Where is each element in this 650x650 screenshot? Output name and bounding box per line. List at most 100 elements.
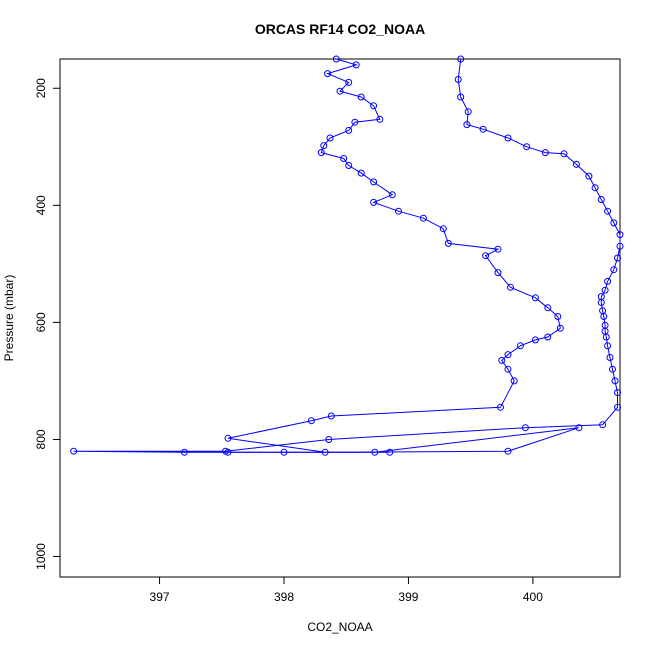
data-point	[326, 134, 334, 142]
data-point	[444, 239, 452, 247]
data-point	[345, 126, 353, 134]
data-point	[352, 61, 360, 69]
data-marks	[70, 55, 624, 456]
data-point	[591, 184, 599, 192]
data-point	[544, 333, 552, 341]
data-point	[320, 142, 328, 150]
data-point	[224, 434, 232, 442]
data-point	[516, 342, 524, 350]
data-point	[325, 436, 333, 443]
y-tick-label: 600	[34, 312, 48, 332]
data-point	[609, 365, 616, 373]
data-point	[560, 150, 568, 158]
x-tick-label: 400	[523, 590, 543, 604]
data-point	[388, 191, 396, 199]
data-point	[597, 299, 605, 306]
data-point	[510, 377, 518, 385]
data-point	[395, 207, 402, 215]
data-point	[572, 160, 580, 168]
data-point	[504, 351, 512, 359]
data-point	[504, 447, 512, 455]
data-point	[604, 342, 612, 350]
x-axis: 397 398 399 400	[150, 576, 543, 604]
data-point	[554, 313, 562, 320]
data-point	[531, 294, 539, 302]
data-point	[457, 55, 465, 63]
data-point	[224, 448, 232, 456]
data-point	[419, 214, 427, 222]
data-point	[180, 448, 188, 456]
data-point	[336, 87, 344, 95]
data-point	[371, 448, 379, 456]
y-axis: 200 400 600 800 1000	[34, 78, 61, 570]
data-point	[345, 162, 353, 169]
x-tick-label: 398	[274, 590, 294, 604]
data-point	[327, 412, 335, 420]
data-point	[357, 93, 365, 101]
data-point	[602, 333, 610, 341]
data-point	[498, 356, 506, 364]
data-point	[606, 354, 614, 361]
data-point	[357, 169, 365, 177]
data-point	[457, 93, 465, 101]
data-point	[340, 155, 348, 162]
y-tick-label: 1000	[34, 543, 48, 570]
data-point	[610, 266, 618, 274]
data-point	[521, 424, 529, 432]
series-line	[73, 58, 621, 453]
data-point	[376, 115, 384, 123]
data-point	[507, 283, 514, 291]
data-point	[321, 448, 329, 456]
data-point	[604, 277, 612, 285]
data-point	[464, 108, 472, 116]
data-point	[601, 286, 609, 294]
data-point	[317, 149, 325, 157]
plot-frame	[59, 58, 621, 578]
data-point	[610, 219, 618, 227]
data-point	[611, 377, 619, 385]
data-point	[604, 207, 612, 215]
data-point	[616, 242, 624, 250]
y-tick-label: 400	[34, 195, 48, 215]
data-point	[523, 143, 531, 151]
data-point	[614, 403, 621, 411]
data-point	[332, 55, 340, 63]
y-tick-label: 800	[34, 429, 48, 449]
data-point	[70, 447, 78, 455]
data-point	[541, 149, 549, 157]
data-point	[463, 121, 471, 129]
data-point	[497, 403, 504, 411]
data-point	[370, 198, 378, 206]
data-point	[544, 304, 552, 312]
data-point	[585, 172, 593, 180]
data-point	[504, 134, 512, 142]
data-point	[614, 254, 621, 262]
data-point	[307, 417, 315, 425]
y-tick-label: 200	[34, 78, 48, 98]
data-point	[575, 424, 583, 432]
data-point	[370, 178, 378, 186]
data-point	[351, 118, 359, 126]
x-axis-label: CO2_NOAA	[307, 620, 372, 634]
data-point	[600, 313, 608, 320]
data-point	[324, 70, 332, 78]
data-point	[556, 324, 564, 332]
data-point	[494, 245, 502, 253]
data-point	[454, 76, 462, 83]
data-point	[597, 196, 605, 203]
data-point	[494, 269, 502, 277]
y-axis-label: Pressure (mbar)	[2, 275, 16, 362]
data-point	[616, 231, 624, 239]
data-point	[614, 389, 621, 397]
data-point	[370, 102, 378, 110]
data-point	[482, 252, 490, 260]
data-point	[531, 336, 539, 344]
data-point	[599, 421, 607, 429]
series-line	[227, 58, 580, 453]
chart-title: ORCAS RF14 CO2_NOAA	[255, 21, 425, 37]
data-point	[345, 78, 353, 86]
data-point	[439, 225, 447, 233]
x-tick-label: 397	[150, 590, 170, 604]
data-point	[479, 125, 487, 133]
